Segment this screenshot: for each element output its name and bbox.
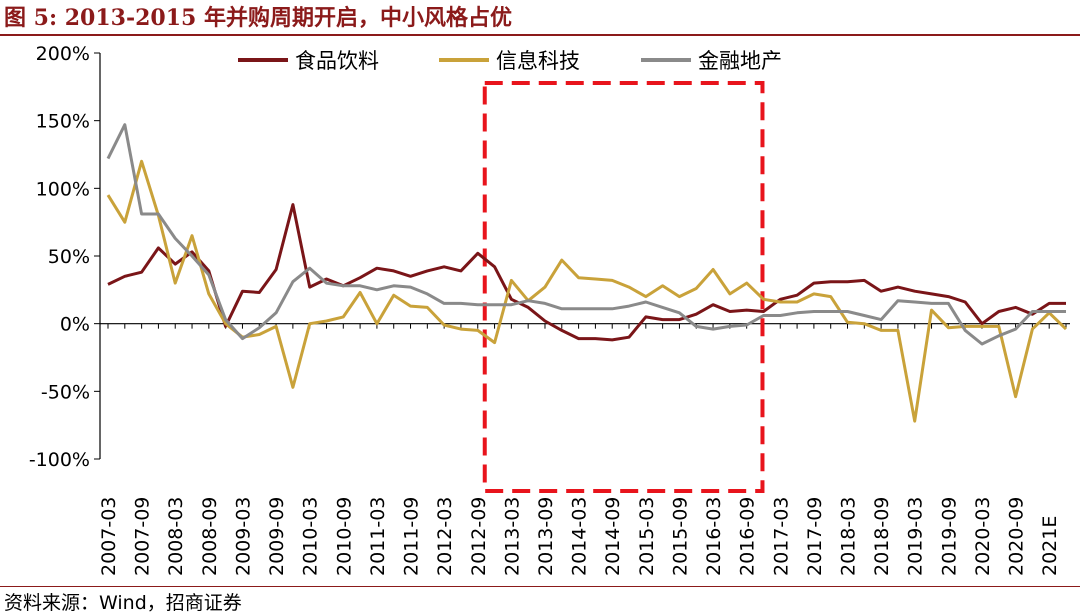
y-tick-label: 0% xyxy=(60,314,90,336)
legend: 食品饮料 信息科技 金融地产 xyxy=(238,49,782,73)
y-tick-label: 200% xyxy=(36,43,90,65)
y-tick-label: -50% xyxy=(41,381,90,403)
x-tick-label: 2014-03 xyxy=(569,497,591,576)
x-tick-label: 2009-03 xyxy=(232,497,254,576)
x-tick-label: 2018-03 xyxy=(838,497,860,576)
x-tick-label: 2020-09 xyxy=(1006,497,1028,576)
line-chart: 200%150%100%50%0%-50%-100% 2007-03 2007-0… xyxy=(29,43,1070,576)
title-rule xyxy=(0,34,1080,36)
x-tick-label: 2008-09 xyxy=(199,497,221,576)
legend-label: 食品饮料 xyxy=(295,49,379,73)
x-tick-label: 2016-09 xyxy=(737,497,759,576)
x-tick-label: 2009-09 xyxy=(266,497,288,576)
series-lines xyxy=(106,123,1068,423)
figure-title: 图 5: 2013-2015 年并购周期开启，中小风格占优 xyxy=(4,5,512,31)
x-tick-label: 2020-03 xyxy=(972,497,994,576)
x-tick-label: 2012-09 xyxy=(468,497,490,576)
x-tick-label: 2013-03 xyxy=(501,497,523,576)
x-tick-label: 2017-09 xyxy=(804,497,826,576)
highlight-box xyxy=(482,81,765,493)
x-tick-label: 2010-09 xyxy=(333,497,355,576)
footer-rule xyxy=(0,586,1080,587)
legend-label: 信息科技 xyxy=(496,49,580,73)
x-tick-label: 2008-03 xyxy=(165,497,187,576)
y-tick-label: -100% xyxy=(29,449,90,471)
y-axis: 200% 150% 100% 50% 0% -50% -100% xyxy=(29,43,101,471)
series-line-1 xyxy=(106,159,1068,423)
y-tick-label: 100% xyxy=(36,178,90,200)
x-tick-label: 2012-03 xyxy=(434,497,456,576)
x-tick-label: 2017-03 xyxy=(770,497,792,576)
x-tick-label: 2007-09 xyxy=(132,497,154,576)
x-tick-label: 2015-09 xyxy=(669,497,691,576)
legend-label: 金融地产 xyxy=(698,49,782,73)
x-tick-label: 2019-09 xyxy=(938,497,960,576)
x-tick-label: 2015-03 xyxy=(636,497,658,576)
y-tick-label: 50% xyxy=(48,246,90,268)
x-tick-label: 2011-03 xyxy=(367,497,389,576)
y-tick-label: 150% xyxy=(36,111,90,133)
x-tick-label: 2018-09 xyxy=(871,497,893,576)
x-tick-label: 2016-03 xyxy=(703,497,725,576)
x-tick-label: 2007-03 xyxy=(98,497,120,576)
x-tick-label: 2011-09 xyxy=(401,497,423,576)
highlight-dashed-box xyxy=(482,81,765,493)
series-line-2 xyxy=(106,123,1066,346)
series-line-0 xyxy=(107,203,1066,342)
source-note: 资料来源：Wind，招商证券 xyxy=(4,592,242,614)
x-tick-label: 2013-09 xyxy=(535,497,557,576)
x-tick-label: 2014-09 xyxy=(602,497,624,576)
x-tick-label: 2021E xyxy=(1039,516,1061,576)
x-tick-label: 2019-03 xyxy=(905,497,927,576)
x-axis: 2007-03 2007-09 2008-03 2008-09 2009-03 2009-… xyxy=(98,323,1070,576)
x-tick-label: 2010-03 xyxy=(300,497,322,576)
